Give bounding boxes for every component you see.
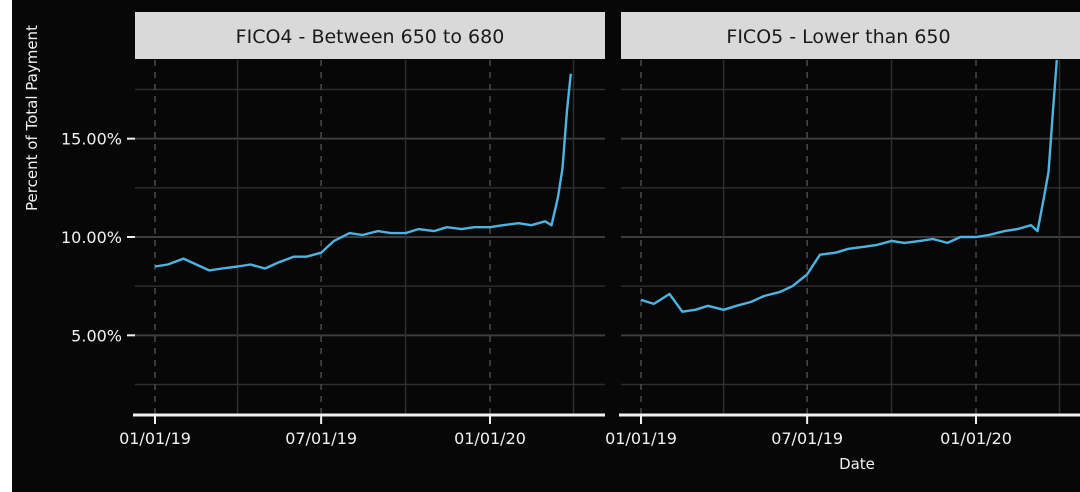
x-tick-label: 07/01/19 (771, 429, 843, 448)
y-tick-label: 15.00% (61, 130, 122, 149)
x-tick-label: 01/01/20 (940, 429, 1012, 448)
plot-background (12, 0, 1080, 492)
x-tick-label: 01/01/19 (605, 429, 677, 448)
y-tick-label: 10.00% (61, 228, 122, 247)
series-line (640, 59, 1058, 313)
panel-strip (135, 12, 605, 59)
x-tick-label: 07/01/19 (285, 429, 357, 448)
y-axis-title: Percent of Total Payment (23, 25, 41, 211)
y-tick-label: 5.00% (71, 326, 122, 345)
panel-title: FICO5 - Lower than 650 (726, 26, 950, 48)
series-line (154, 73, 572, 272)
panel-strip (621, 12, 1080, 59)
x-axis-title: Date (839, 455, 875, 473)
panel-title: FICO4 - Between 650 to 680 (236, 26, 505, 48)
x-tick-label: 01/01/19 (119, 429, 191, 448)
x-tick-label: 01/01/20 (454, 429, 526, 448)
